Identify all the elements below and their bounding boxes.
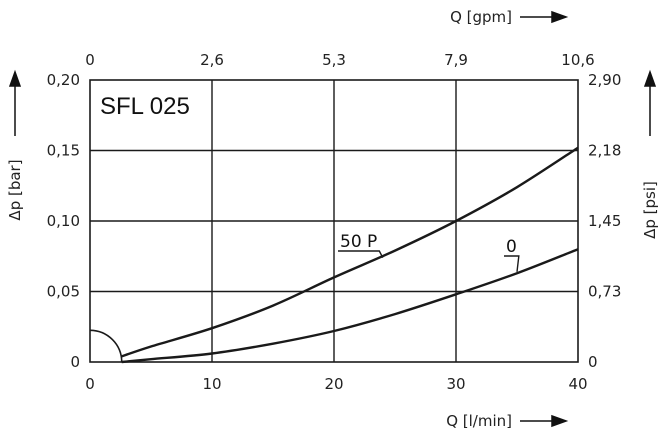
y-axis-arrow-icon bbox=[8, 69, 22, 136]
plot-frame bbox=[89, 79, 579, 363]
y-tick-label: 0 bbox=[70, 353, 80, 371]
y-tick-label: 0,20 bbox=[47, 71, 80, 89]
tick-labels: 0 10 20 30 400 2,6 5,3 7,9 10,600,050,100,150,20… bbox=[47, 51, 622, 393]
y-tick-label: 0,10 bbox=[47, 212, 80, 230]
x-tick-label: 20 bbox=[324, 375, 343, 393]
series-label-leader bbox=[338, 250, 384, 259]
series-line-zero bbox=[121, 248, 579, 364]
y2-axis-label: Δp [psi] bbox=[641, 181, 659, 239]
x2-axis-arrow-icon bbox=[520, 10, 569, 24]
grid bbox=[90, 80, 578, 362]
y2-axis-arrow-icon bbox=[643, 69, 657, 136]
series-label-zero: 0 bbox=[506, 237, 517, 257]
series-line-fifty-p bbox=[121, 146, 579, 358]
x-tick-label: 0 bbox=[85, 375, 95, 393]
y2-tick-label: 0 bbox=[588, 353, 598, 371]
x-axis-arrow-icon bbox=[520, 414, 569, 428]
x-tick-label: 10 bbox=[202, 375, 221, 393]
series-label-fifty-p: 50 P bbox=[340, 232, 377, 252]
y-axis-label: Δp [bar] bbox=[6, 159, 24, 220]
y-tick-label: 0,05 bbox=[47, 283, 80, 301]
series-lines bbox=[121, 146, 579, 364]
x2-tick-label: 7,9 bbox=[444, 51, 468, 69]
x2-tick-label: 5,3 bbox=[322, 51, 346, 69]
x2-tick-label: 10,6 bbox=[561, 51, 594, 69]
x2-tick-label: 0 bbox=[85, 51, 95, 69]
series-labels: 50 P 0 bbox=[338, 232, 520, 272]
y2-tick-label: 2,90 bbox=[588, 71, 621, 89]
x2-tick-label: 2,6 bbox=[200, 51, 224, 69]
y2-tick-label: 0,73 bbox=[588, 283, 621, 301]
y2-tick-label: 1,45 bbox=[588, 212, 621, 230]
x-tick-label: 40 bbox=[568, 375, 587, 393]
y2-tick-label: 2,18 bbox=[588, 142, 621, 160]
origin-arc bbox=[89, 329, 123, 363]
x-tick-label: 30 bbox=[446, 375, 465, 393]
x-axis-label: Q [l/min] bbox=[446, 412, 512, 430]
x2-axis-label: Q [gpm] bbox=[450, 8, 512, 26]
y-tick-label: 0,15 bbox=[47, 142, 80, 160]
chart-title: SFL 025 bbox=[100, 93, 190, 120]
series-label-leader bbox=[504, 255, 520, 272]
